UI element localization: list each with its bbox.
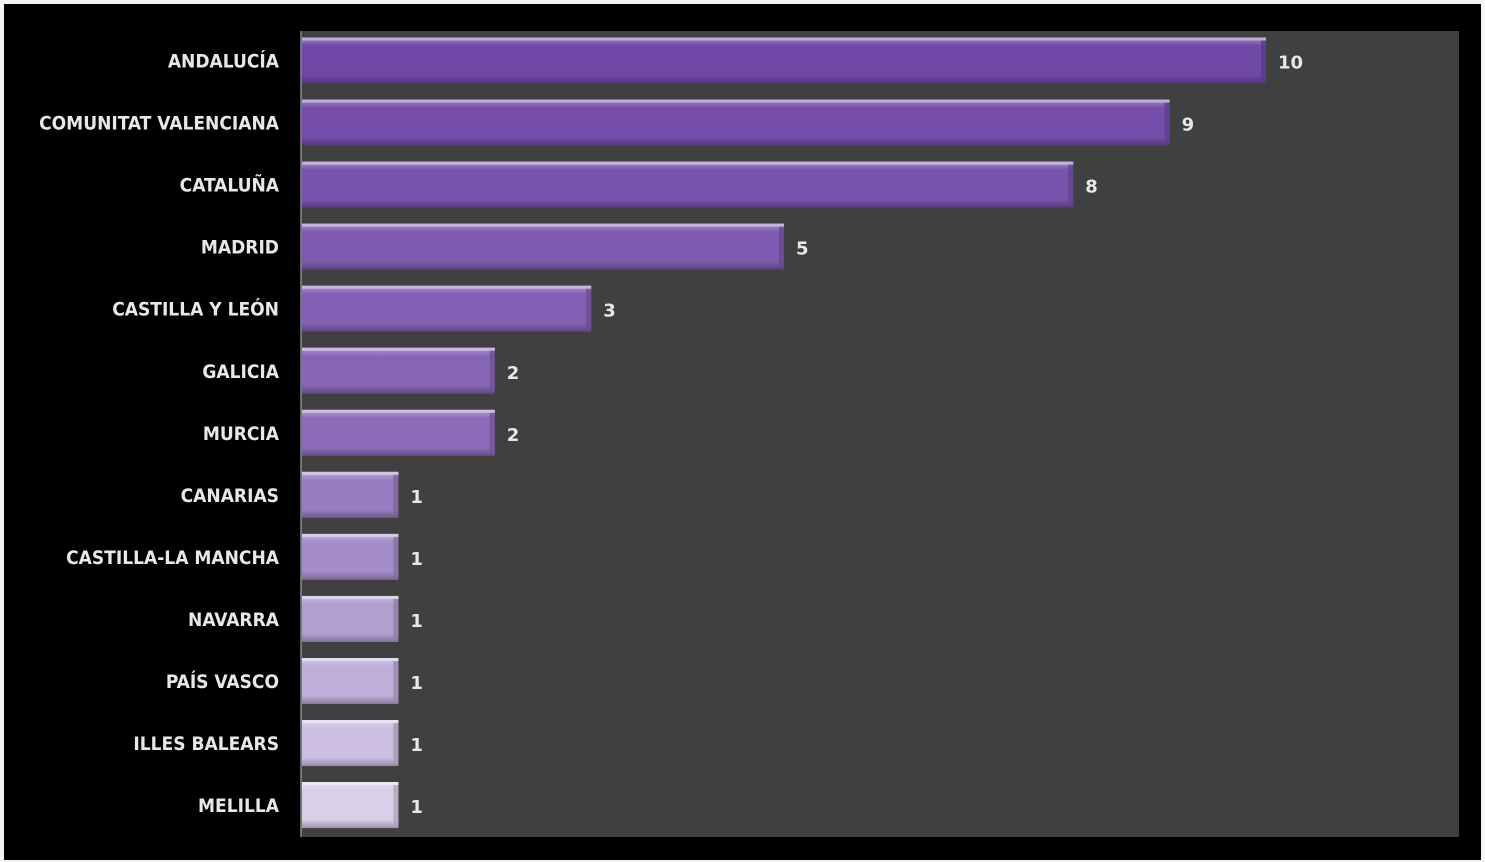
bar-edge-13 bbox=[393, 784, 399, 827]
bar-edge-2 bbox=[1164, 101, 1170, 144]
bar-12 bbox=[302, 720, 399, 767]
bar-highlight-12 bbox=[302, 720, 399, 724]
category-label: ANDALUCÍA bbox=[168, 50, 280, 73]
bar-1 bbox=[302, 37, 1266, 84]
chart-frame: ANDALUCÍA COMUNITAT VALENCIANA CATALUÑA MAD… bbox=[4, 4, 1481, 860]
category-label: COMUNITAT VALENCIANA bbox=[39, 113, 280, 135]
bar-edge-1 bbox=[1261, 39, 1266, 82]
bar-edge-8 bbox=[393, 473, 399, 516]
bar-edge-10 bbox=[393, 597, 399, 640]
bar-highlight-9 bbox=[302, 533, 399, 537]
value-label: 2 bbox=[507, 363, 520, 384]
bar-13 bbox=[302, 782, 399, 829]
bar-10 bbox=[302, 595, 399, 642]
bars-layer bbox=[302, 37, 1266, 829]
value-label: 1 bbox=[410, 797, 423, 818]
bar-11 bbox=[302, 658, 399, 704]
bar-highlight-6 bbox=[302, 347, 495, 351]
bar-highlight-5 bbox=[302, 285, 592, 289]
bar-edge-3 bbox=[1068, 163, 1074, 206]
bar-9 bbox=[302, 533, 399, 580]
bar-5 bbox=[302, 285, 592, 332]
value-label: 1 bbox=[410, 735, 423, 756]
bar-6 bbox=[302, 347, 495, 394]
category-label: NAVARRA bbox=[188, 609, 280, 631]
bar-edge-7 bbox=[489, 411, 495, 454]
bar-edge-4 bbox=[779, 225, 784, 268]
bar-highlight-7 bbox=[302, 409, 495, 413]
value-label: 1 bbox=[410, 673, 423, 694]
category-label: MELILLA bbox=[198, 795, 280, 817]
category-label: GALICIA bbox=[202, 361, 279, 383]
value-label: 1 bbox=[410, 549, 423, 570]
bar-edge-9 bbox=[393, 535, 399, 578]
bar-highlight-1 bbox=[302, 37, 1266, 41]
value-label: 3 bbox=[603, 301, 616, 322]
bar-highlight-13 bbox=[302, 782, 399, 786]
bar-edge-12 bbox=[393, 722, 399, 765]
bar-3 bbox=[302, 161, 1074, 208]
value-label: 5 bbox=[796, 239, 809, 260]
category-label: MURCIA bbox=[203, 423, 280, 445]
category-label: CASTILLA-LA MANCHA bbox=[66, 547, 280, 569]
bar-2 bbox=[302, 99, 1170, 146]
value-label: 1 bbox=[410, 611, 423, 632]
bar-highlight-8 bbox=[302, 471, 399, 475]
value-label: 10 bbox=[1278, 53, 1303, 74]
bar-highlight-2 bbox=[302, 99, 1170, 103]
bar-7 bbox=[302, 409, 495, 456]
category-label: PAÍS VASCO bbox=[166, 670, 279, 693]
category-labels: ANDALUCÍA COMUNITAT VALENCIANA CATALUÑA MAD… bbox=[39, 50, 280, 818]
category-label: CASTILLA Y LEÓN bbox=[112, 297, 279, 321]
bar-4 bbox=[302, 223, 784, 270]
bar-highlight-11 bbox=[302, 658, 399, 661]
value-label: 1 bbox=[410, 487, 423, 508]
bar-highlight-4 bbox=[302, 223, 784, 227]
category-label: MADRID bbox=[201, 237, 279, 259]
category-label: CATALUÑA bbox=[180, 173, 280, 197]
bar-edge-6 bbox=[489, 349, 495, 392]
category-label: CANARIAS bbox=[181, 485, 279, 507]
value-label: 9 bbox=[1182, 115, 1195, 136]
bar-8 bbox=[302, 471, 399, 518]
bar-highlight-3 bbox=[302, 161, 1074, 165]
value-label: 8 bbox=[1085, 177, 1098, 198]
bar-highlight-10 bbox=[302, 595, 399, 599]
bar-edge-11 bbox=[393, 660, 399, 702]
category-label: ILLES BALEARS bbox=[133, 733, 279, 755]
value-label: 2 bbox=[507, 425, 520, 446]
value-labels: 10 9 8 5 3 2 2 1 1 1 1 1 1 bbox=[410, 53, 1303, 819]
bar-edge-5 bbox=[586, 287, 592, 330]
bar-chart: ANDALUCÍA COMUNITAT VALENCIANA CATALUÑA MAD… bbox=[39, 31, 1459, 837]
